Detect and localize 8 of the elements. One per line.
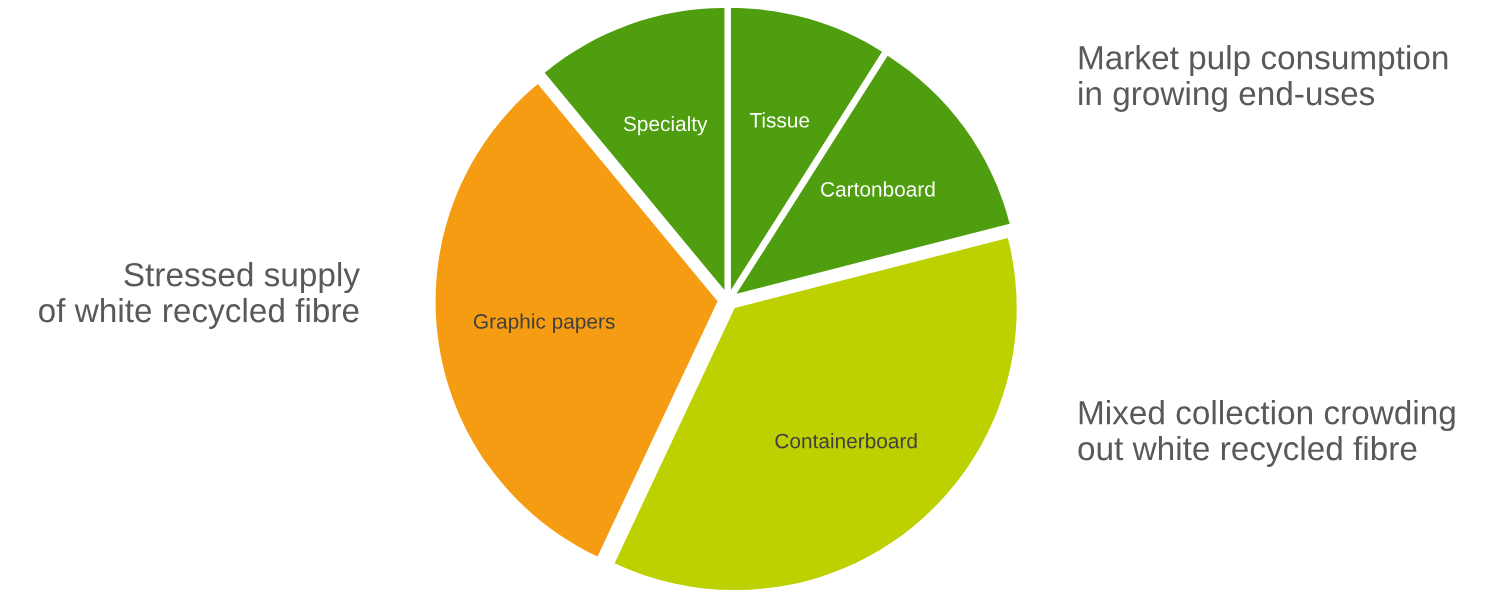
slice-label: Cartonboard bbox=[821, 181, 935, 197]
text: Stressed supply of white recycled fibre bbox=[39, 262, 360, 329]
text: Mixed collection crowding out white recycled fibre bbox=[1078, 400, 1455, 467]
slice-label: Specialty bbox=[623, 115, 708, 136]
slice-label: Tissue bbox=[749, 112, 810, 128]
slice-label: Graphic papers bbox=[473, 313, 615, 333]
text: Market pulp consumption in growing end-uses bbox=[1079, 45, 1448, 112]
slice-label: Containerboard bbox=[775, 433, 917, 449]
